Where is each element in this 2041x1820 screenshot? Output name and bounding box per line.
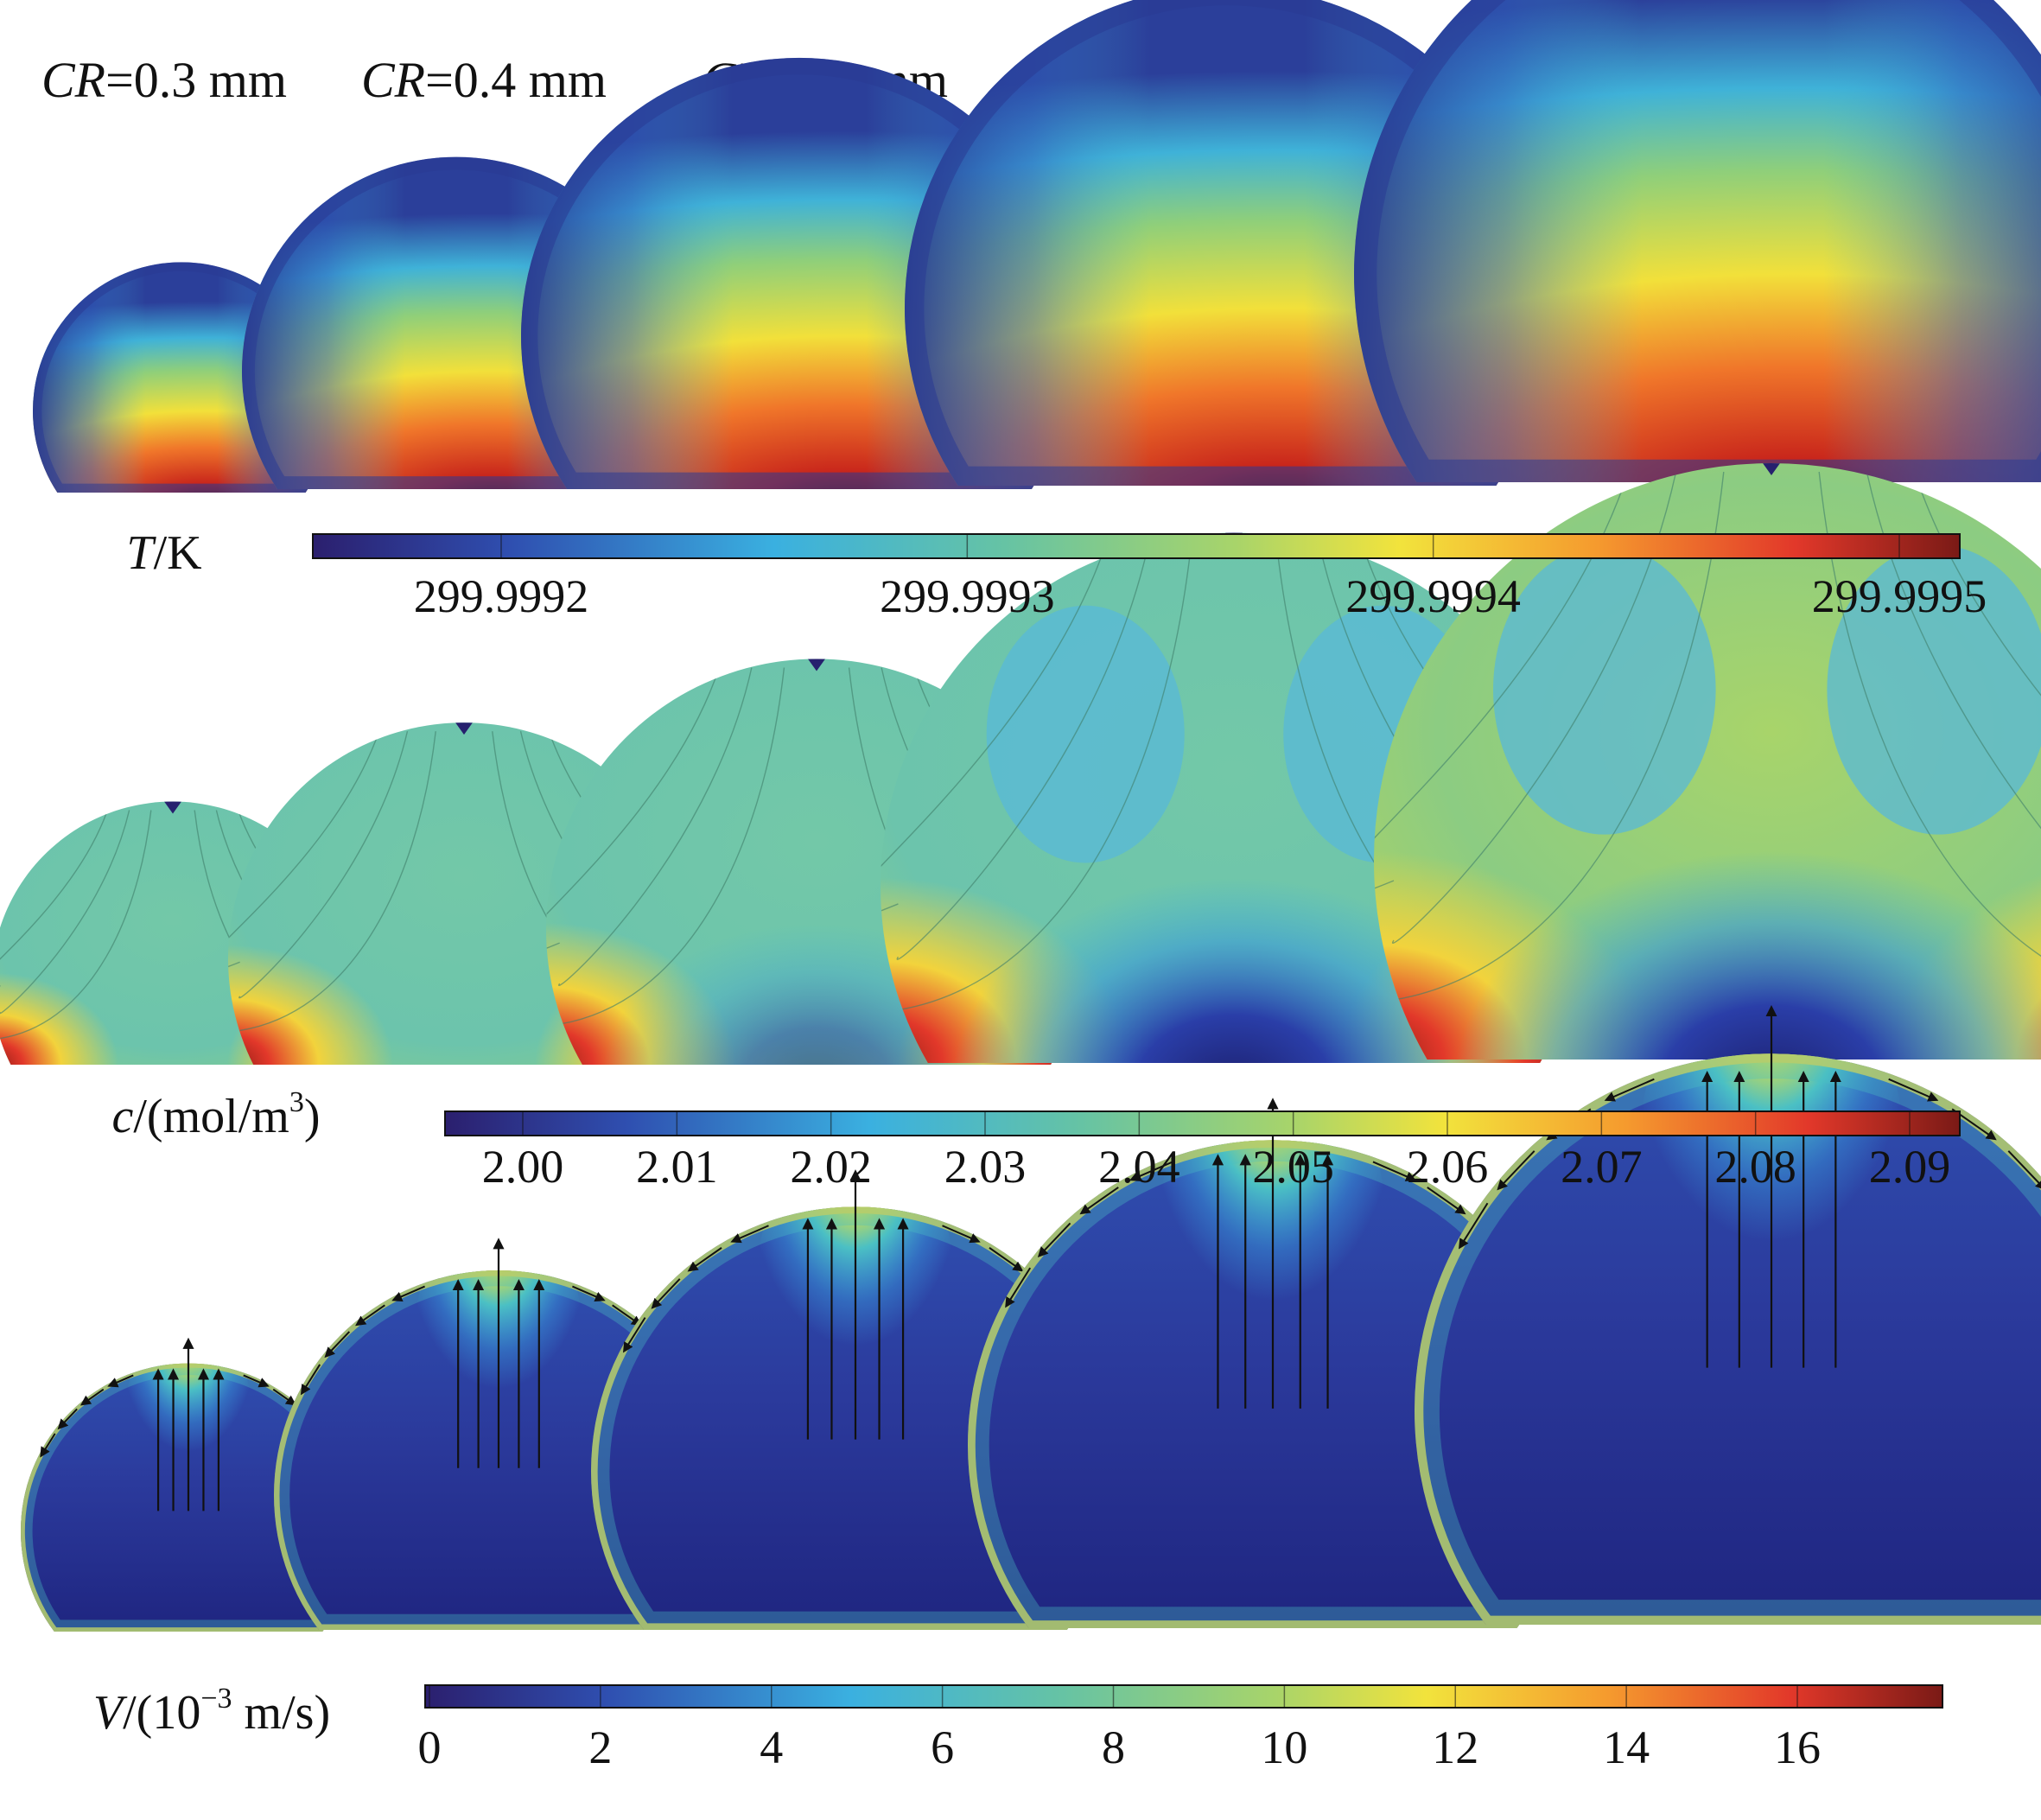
velocity-arrow: [79, 1388, 105, 1406]
colorbar-tick-label: 2.01: [636, 1141, 718, 1193]
colorbar-tick-label: 299.9993: [880, 570, 1055, 622]
velocity-arrow: [612, 1304, 642, 1327]
velocity-arrow: [272, 1388, 297, 1406]
colorbar-title: V/(10−3 m/s): [93, 1683, 330, 1740]
velocity-arrow: [40, 1433, 56, 1458]
colorbar-variable: c: [112, 1090, 134, 1143]
colorbar-tick-label: 2.05: [1252, 1141, 1334, 1193]
colorbar-gradient: [444, 1110, 1961, 1136]
colorbar-variable: T: [126, 526, 156, 580]
colorbar-tick-label: 2.04: [1098, 1141, 1180, 1193]
velocity-arrow: [2007, 1150, 2041, 1191]
velocity-arrow: [57, 1408, 78, 1430]
colorbar-gradient: [312, 533, 1961, 559]
colorbar-tick-label: 299.9995: [1812, 570, 1987, 622]
caption-value: =0.4 mm: [425, 52, 607, 108]
velocity-arrow: [687, 1247, 722, 1272]
caption-variable: CR: [41, 52, 105, 108]
velocity-arrow: [1604, 1078, 1655, 1102]
colorbar-tick-label: 2.08: [1714, 1141, 1796, 1193]
colorbar-unit-close: m/s): [232, 1686, 331, 1740]
velocity-arrows: [40, 1337, 337, 1511]
colorbar-unit-superscript: −3: [200, 1683, 232, 1715]
velocity-arrow: [622, 1317, 646, 1353]
colorbar-variable: V: [93, 1686, 128, 1740]
velocity-arrow: [572, 1285, 606, 1301]
velocity-arrow: [1888, 1078, 1939, 1102]
colorbar-tick-label: 299.9992: [414, 570, 589, 622]
colorbar-unit-close: ): [304, 1090, 321, 1143]
velocity-arrow: [1005, 1267, 1032, 1308]
colorbar-tick-label: 14: [1603, 1721, 1650, 1773]
colorbar-tick-label: 12: [1432, 1721, 1478, 1773]
velocity-arrow: [1427, 1187, 1466, 1215]
velocity-arrow: [651, 1278, 681, 1309]
colorbar-title: T/K: [126, 526, 201, 580]
velocity-arrow: [942, 1225, 981, 1244]
colorbar-tick-label: 2.02: [790, 1141, 872, 1193]
velocity-arrow: [107, 1374, 134, 1388]
colorbar-tick-label: 16: [1774, 1721, 1821, 1773]
colorbar-tick-label: 2.09: [1869, 1141, 1951, 1193]
velocity-arrow: [1497, 1150, 1536, 1191]
colorbar-unit: /(mol/m: [133, 1090, 289, 1143]
column-caption: CR=0.3 mm: [41, 52, 287, 108]
velocity-arrow: [324, 1331, 351, 1359]
temperature-row: [32, 0, 2041, 493]
velocity-arrow: [1372, 1161, 1417, 1181]
colorbar-tick-label: 0: [418, 1721, 442, 1773]
velocity-arrow: [989, 1247, 1024, 1272]
colorbar-tick-label: 2.07: [1561, 1141, 1643, 1193]
colorbar-tick-label: 4: [760, 1721, 783, 1773]
colorbar-tick-label: 299.9994: [1345, 570, 1521, 622]
caption-variable: CR: [361, 52, 425, 108]
concentration-colorbar: 2.00 2.01 2.02 2.03 2.04 2.05 2.06 2.07 2.08 2.09…: [112, 1086, 1961, 1193]
colorbar-tick-label: 2.06: [1407, 1141, 1489, 1193]
colorbar-tick-label: 8: [1102, 1721, 1125, 1773]
temperature-droplet: [1354, 0, 2041, 482]
colorbar-tick-label: 2.03: [944, 1141, 1027, 1193]
velocity-arrow: [1459, 1202, 1489, 1250]
colorbar-tick-label: 2.00: [482, 1141, 564, 1193]
column-caption: CR=0.4 mm: [361, 52, 607, 108]
velocity-arrow: [1079, 1187, 1119, 1215]
colorbar-unit: /(10: [123, 1686, 200, 1740]
velocity-arrow: [300, 1364, 321, 1396]
colorbar-tick-label: 2: [588, 1721, 612, 1773]
caption-value: =0.3 mm: [105, 52, 287, 108]
colorbar-title: c/(mol/m3): [112, 1086, 321, 1143]
velocity-arrows: [300, 1238, 697, 1468]
velocity-arrow: [730, 1225, 769, 1244]
velocity-arrow: [391, 1285, 425, 1301]
velocity-colorbar: 0 2 4 6 8 10 12 14 16 V/(10−3 m/s): [93, 1683, 1943, 1773]
colorbar-unit-superscript: 3: [289, 1086, 304, 1118]
colorbar-tick-label: 6: [931, 1721, 954, 1773]
velocity-arrow: [1037, 1222, 1071, 1258]
colorbar-tick-label: 10: [1261, 1721, 1307, 1773]
temperature-colorbar: 299.9992 299.9993 299.9994 299.9995 T/K: [126, 526, 1987, 622]
colorbar-gradient: [424, 1684, 1943, 1709]
velocity-arrow: [1129, 1161, 1173, 1181]
colorbar-unit: /K: [154, 526, 202, 580]
velocity-arrow: [355, 1304, 385, 1327]
velocity-arrow: [243, 1374, 270, 1388]
